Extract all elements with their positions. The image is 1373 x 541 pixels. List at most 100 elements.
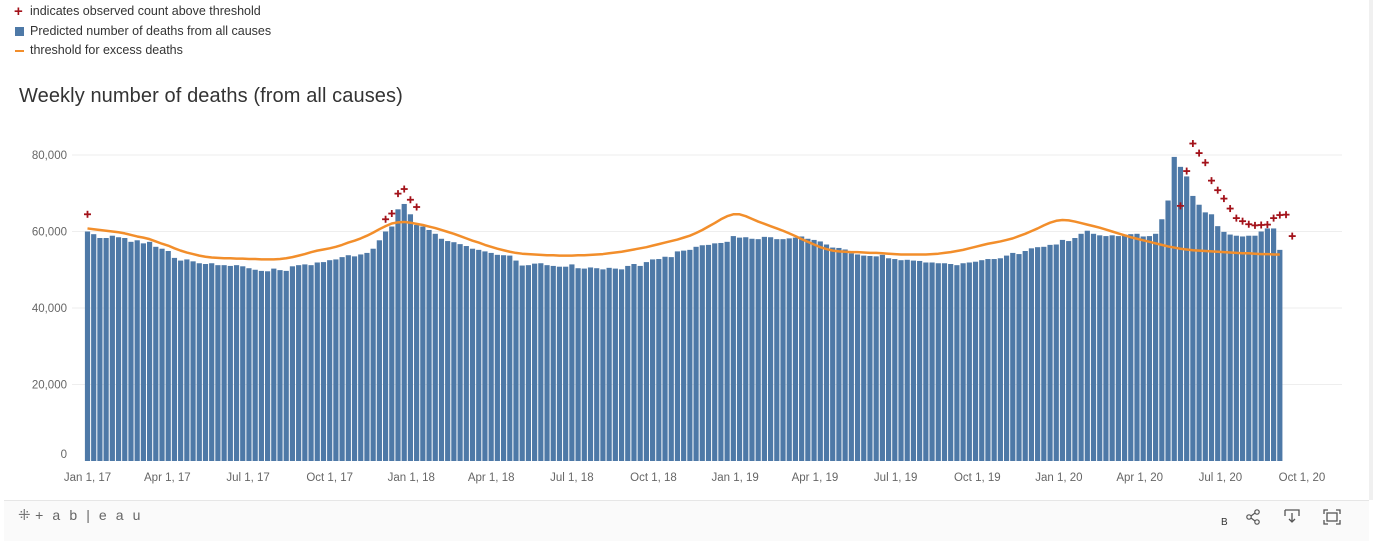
bar[interactable] [761,236,767,461]
bar[interactable] [786,238,792,461]
bar[interactable] [370,248,376,461]
bar[interactable] [1128,234,1134,461]
bar[interactable] [308,265,314,461]
legend-item-predicted[interactable]: Predicted number of deaths from all caus… [14,22,271,42]
bar[interactable] [774,239,780,461]
bar[interactable] [327,260,333,461]
bar[interactable] [836,247,842,461]
bar[interactable] [985,259,991,461]
bar[interactable] [122,238,128,461]
share-button[interactable] [1243,506,1263,528]
bar[interactable] [755,239,761,461]
bar[interactable] [594,268,600,461]
bar[interactable] [1196,204,1202,461]
bar[interactable] [97,238,103,461]
bar[interactable] [171,257,178,461]
above-threshold-marker[interactable] [413,203,421,211]
bar[interactable] [196,263,202,461]
bar[interactable] [277,270,283,461]
bar[interactable] [296,265,302,461]
above-threshold-marker[interactable] [1276,211,1284,219]
above-threshold-marker[interactable] [1245,220,1253,228]
bar[interactable] [650,259,656,461]
bar[interactable] [1277,249,1283,461]
bar[interactable] [780,239,786,461]
bar[interactable] [1190,195,1196,462]
bar[interactable] [749,238,755,461]
above-threshold-marker[interactable] [1201,159,1209,167]
bar[interactable] [960,263,966,461]
bar[interactable] [972,261,979,461]
bar[interactable] [1047,244,1053,461]
above-threshold-marker[interactable] [1239,217,1247,225]
bar[interactable] [730,236,736,461]
bar[interactable] [178,260,184,461]
bar[interactable] [885,258,892,461]
above-threshold-marker[interactable] [394,190,402,198]
bar[interactable] [240,266,246,461]
bar[interactable] [345,255,351,461]
above-threshold-marker[interactable] [1226,205,1234,213]
bar[interactable] [830,247,836,461]
bar[interactable] [1221,231,1227,461]
above-threshold-marker[interactable] [1195,149,1203,157]
bar[interactable] [1258,231,1264,462]
bar[interactable] [910,260,917,461]
bar[interactable] [532,263,538,461]
bar[interactable] [513,260,519,461]
bar[interactable] [209,263,215,461]
bar[interactable] [898,260,904,461]
above-threshold-marker[interactable] [1232,214,1240,222]
bar[interactable] [1264,228,1270,461]
bar[interactable] [1134,233,1140,461]
above-threshold-marker[interactable] [1176,202,1184,210]
bar[interactable] [1097,235,1103,461]
bar[interactable] [283,270,289,461]
bar[interactable] [314,262,320,461]
bar[interactable] [1153,233,1159,461]
bar[interactable] [693,246,699,461]
bar[interactable] [271,268,277,461]
bar[interactable] [488,252,494,461]
bar[interactable] [1177,166,1184,462]
bar[interactable] [1252,235,1258,461]
bar[interactable] [544,265,550,461]
bar[interactable] [1066,241,1072,461]
bar[interactable] [395,209,401,461]
bar[interactable] [736,237,743,461]
bar[interactable] [873,256,879,461]
bar[interactable] [1202,212,1208,461]
bar[interactable] [147,241,153,461]
bar[interactable] [233,265,240,461]
bar[interactable] [842,249,848,461]
bar[interactable] [1146,236,1153,461]
bar[interactable] [91,234,97,461]
bar[interactable] [333,259,339,461]
bar[interactable] [469,248,476,461]
bar[interactable] [1227,234,1233,461]
bar[interactable] [948,264,954,461]
bar[interactable] [811,239,817,461]
bar[interactable] [662,256,668,461]
bar[interactable] [1003,255,1010,461]
bar[interactable] [941,263,948,461]
bar[interactable] [463,246,469,461]
bar[interactable] [805,238,811,461]
scrollbar[interactable] [1369,0,1373,500]
bar[interactable] [482,251,488,461]
bar[interactable] [979,260,985,461]
bar[interactable] [1084,230,1090,461]
bar[interactable] [935,263,941,461]
bar[interactable] [420,226,426,461]
legend-item-threshold[interactable]: threshold for excess deaths [14,41,271,61]
above-threshold-marker[interactable] [1263,221,1271,229]
bar[interactable] [451,242,457,461]
bar[interactable] [699,245,705,461]
bar[interactable] [1121,234,1128,461]
bar[interactable] [500,255,507,461]
bar[interactable] [358,254,364,461]
above-threshold-marker[interactable] [1270,214,1278,222]
bar[interactable] [221,265,227,461]
above-threshold-marker[interactable] [1208,177,1216,185]
bar[interactable] [414,224,420,461]
